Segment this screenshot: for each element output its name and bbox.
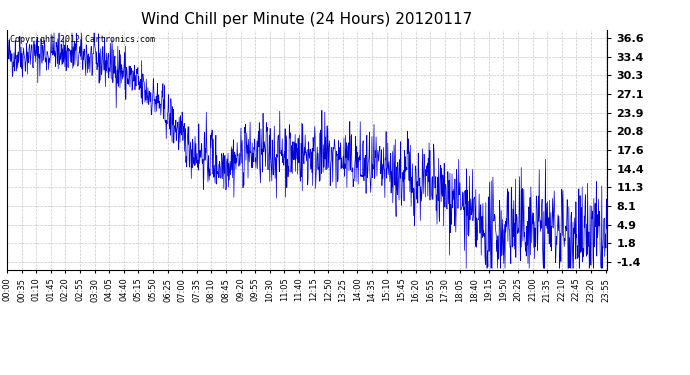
Text: Copyright 2012 Cartronics.com: Copyright 2012 Cartronics.com	[10, 35, 155, 44]
Title: Wind Chill per Minute (24 Hours) 20120117: Wind Chill per Minute (24 Hours) 2012011…	[141, 12, 473, 27]
